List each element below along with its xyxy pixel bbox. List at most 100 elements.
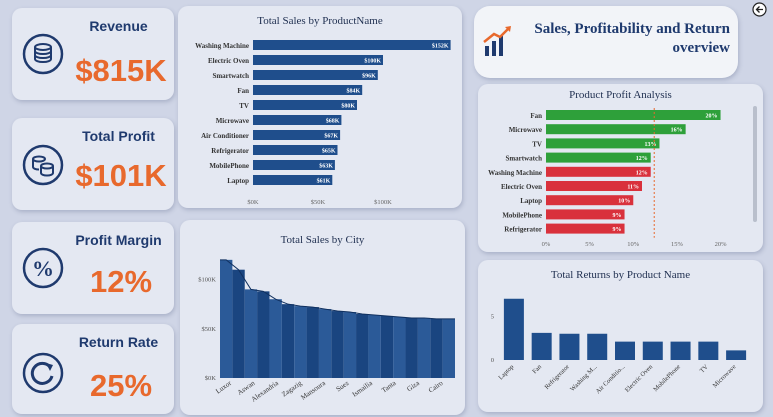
bar xyxy=(253,160,335,170)
area-segment xyxy=(318,309,332,378)
page-title-line2: overview xyxy=(672,40,730,56)
value-label: 11% xyxy=(627,185,639,191)
area-segment xyxy=(417,317,431,378)
returns-by-product-card: Total Returns by Product Name Laptop Fan R… xyxy=(478,260,763,412)
y-tick-label: $50K xyxy=(202,326,217,333)
area-segment xyxy=(244,289,258,378)
bar xyxy=(546,124,686,135)
bar xyxy=(253,40,451,50)
city-tick-label: Cairo xyxy=(427,379,445,395)
category-label: Fan xyxy=(530,112,542,120)
area-segment xyxy=(380,315,394,378)
profit-analysis-card: Product Profit Analysis Fan 20% Microwave 1… xyxy=(478,84,763,252)
value-label: $152K xyxy=(432,43,449,50)
value-label: 12% xyxy=(636,156,648,162)
bar xyxy=(587,333,608,360)
revenue-label: Revenue xyxy=(89,18,148,34)
category-label: Washing M... xyxy=(569,363,599,393)
value-label: $68K xyxy=(326,118,340,125)
category-label: TV xyxy=(239,102,249,110)
category-label: TV xyxy=(699,363,710,374)
growth-chart-icon xyxy=(483,26,511,56)
return-arrow-icon xyxy=(22,352,64,394)
city-tick-label: Suez xyxy=(335,379,351,393)
area-segment xyxy=(281,304,295,378)
returns-label: Return Rate xyxy=(78,334,159,350)
bar xyxy=(670,341,691,360)
back-arrow-icon[interactable] xyxy=(752,2,767,17)
value-label: 9% xyxy=(613,213,622,219)
bar xyxy=(642,341,663,360)
category-label: Laptop xyxy=(497,363,515,381)
coins-icon xyxy=(22,33,64,75)
category-label: Microwave xyxy=(509,126,542,134)
kpi-card-profit: Total Profit $101K xyxy=(12,118,174,210)
bar xyxy=(503,298,524,360)
y-tick-label: 0 xyxy=(491,357,494,364)
bar xyxy=(253,145,338,155)
x-tick-label: 20% xyxy=(715,241,728,248)
y-tick-label: 5 xyxy=(491,313,494,320)
category-label: Air Conditio... xyxy=(595,363,627,395)
profit-value: $101K xyxy=(75,158,167,193)
category-label: Fan xyxy=(531,363,543,375)
x-tick-label: $0K xyxy=(247,199,259,206)
svg-text:%: % xyxy=(32,256,54,281)
area-segment xyxy=(343,312,357,378)
value-label: 12% xyxy=(636,170,648,176)
area-segment xyxy=(368,314,381,378)
header-card: Sales, Profitability and Return overview xyxy=(474,6,738,78)
category-label: Washing Machine xyxy=(488,169,542,177)
category-label: MobilePhone xyxy=(209,162,249,170)
bar xyxy=(253,175,333,185)
category-label: Refrigerator xyxy=(504,226,542,234)
area-segment xyxy=(393,316,406,378)
sales-by-product-card: Total Sales by ProductName Washing Machi… xyxy=(178,6,462,208)
bar xyxy=(546,166,651,177)
y-tick-label: $100K xyxy=(198,277,216,284)
category-label: Washing Machine xyxy=(195,42,249,50)
bar xyxy=(546,223,625,234)
value-label: 10% xyxy=(618,199,630,205)
profit-analysis-chart: Fan 20% Microwave 16% TV 13% Smartwatch 12% Wash… xyxy=(488,108,728,248)
value-label: 16% xyxy=(671,128,683,134)
kpi-card-margin: % Profit Margin 12% xyxy=(12,222,174,314)
bar xyxy=(253,100,357,110)
bar xyxy=(546,181,642,191)
bar xyxy=(253,70,378,80)
money-stack-icon xyxy=(22,144,64,186)
category-label: Smartwatch xyxy=(212,72,249,80)
sales-by-city-card: Total Sales by City $0K $50K $100K Luxor Asw… xyxy=(180,220,465,415)
area-segment xyxy=(405,317,418,378)
sales-by-city-title: Total Sales by City xyxy=(280,234,365,246)
category-label: Microwave xyxy=(216,117,249,125)
city-tick-label: Ismailia xyxy=(351,379,375,399)
value-label: $67K xyxy=(324,133,338,140)
bar xyxy=(559,333,580,360)
category-label: Electric Oven xyxy=(501,183,542,191)
area-segment xyxy=(257,291,270,378)
category-label: Fan xyxy=(237,87,249,95)
city-tick-label: Giza xyxy=(405,379,421,394)
category-label: Smartwatch xyxy=(505,155,542,163)
area-segment xyxy=(356,314,369,378)
profit-chart-scrollbar[interactable] xyxy=(753,106,757,222)
value-label: 20% xyxy=(706,114,718,120)
x-tick-label: 10% xyxy=(627,241,640,248)
x-tick-label: 5% xyxy=(585,241,594,248)
area-segment xyxy=(430,318,443,378)
category-label: TV xyxy=(532,140,542,148)
returns-value: 25% xyxy=(89,368,153,403)
bar xyxy=(546,138,660,149)
value-label: 13% xyxy=(644,142,656,148)
city-tick-label: Alexandria xyxy=(250,379,281,404)
category-label: Electric Oven xyxy=(624,363,655,394)
category-label: MobilePhone xyxy=(502,211,542,219)
category-label: Refrigerator xyxy=(543,363,571,391)
kpi-card-revenue: Revenue $815K xyxy=(12,8,174,100)
area-segment xyxy=(269,299,282,378)
sales-by-product-chart: Washing Machine $152K Electric Oven $100K Sm… xyxy=(195,40,451,206)
profit-label: Total Profit xyxy=(82,128,155,144)
